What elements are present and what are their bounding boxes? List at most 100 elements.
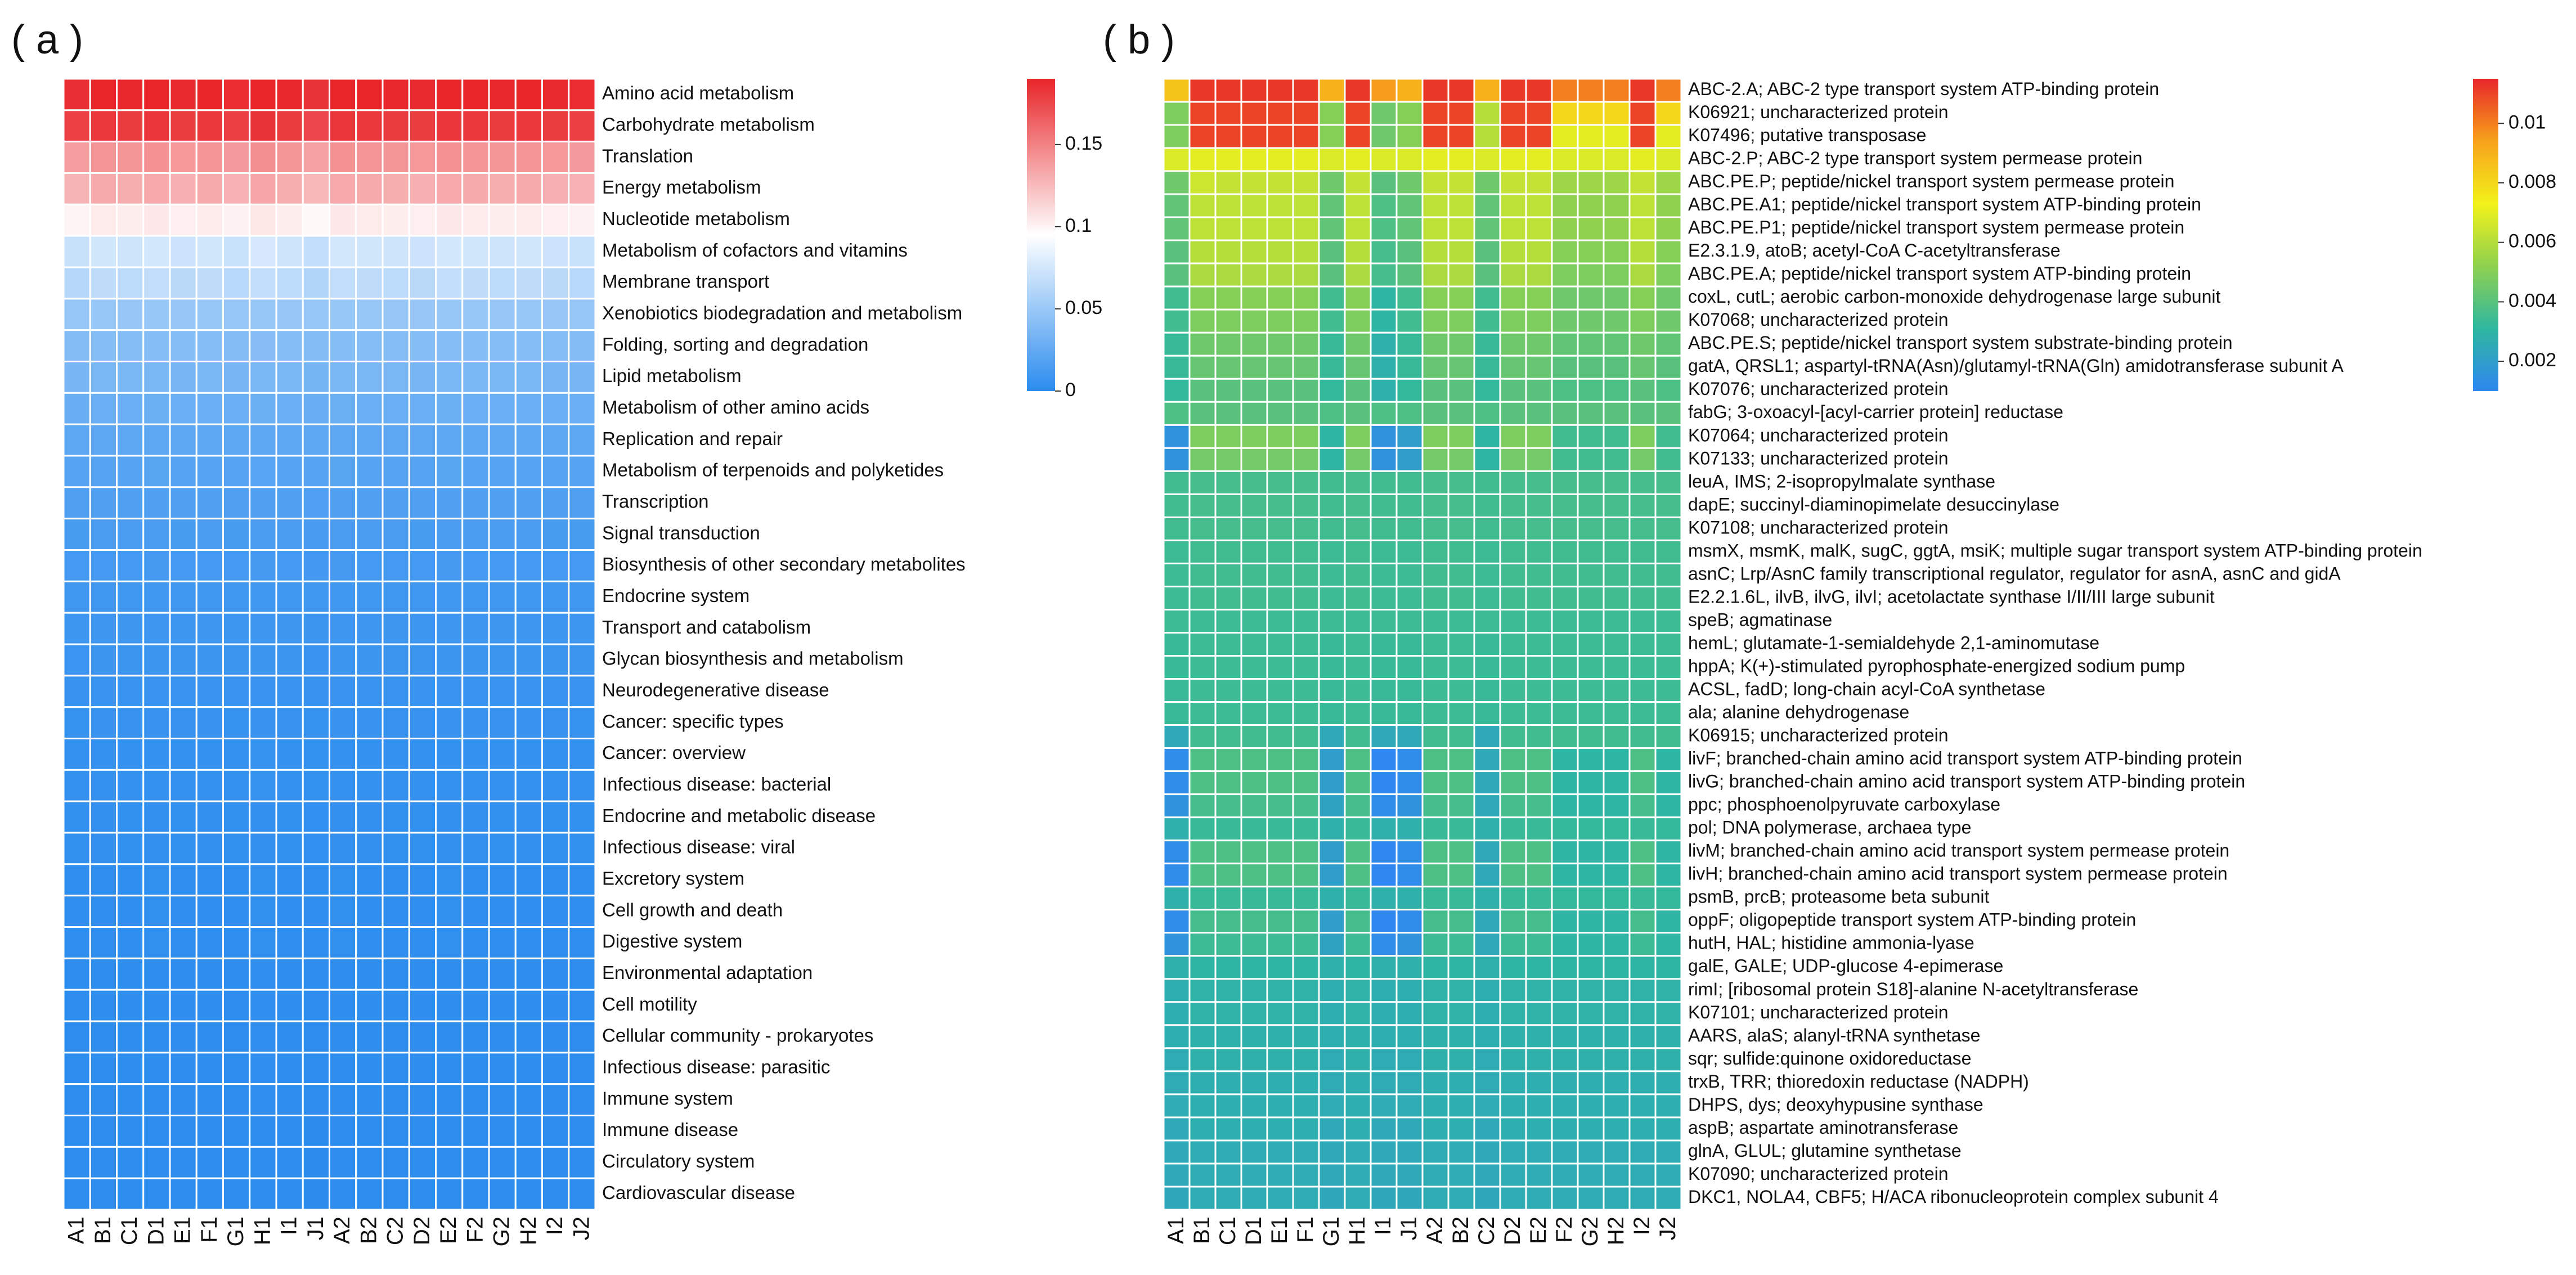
heat-cell bbox=[1266, 562, 1294, 587]
heat-cell bbox=[435, 266, 464, 300]
heat-cell bbox=[1240, 978, 1268, 1003]
heat-cell bbox=[116, 1115, 145, 1148]
heat-cell bbox=[1370, 747, 1398, 773]
heat-cell bbox=[461, 423, 490, 457]
heat-cell bbox=[355, 895, 384, 928]
heat-cell bbox=[1214, 955, 1242, 980]
heat-cell bbox=[1318, 493, 1346, 518]
heat-cell bbox=[1525, 770, 1553, 796]
heat-cell bbox=[195, 1052, 224, 1085]
heat-cell bbox=[1525, 147, 1553, 172]
heat-cell bbox=[1447, 78, 1475, 103]
heat-cell bbox=[222, 518, 251, 551]
heat-cell bbox=[1266, 1116, 1294, 1142]
heat-cell bbox=[541, 109, 570, 143]
heat-cell bbox=[1551, 816, 1579, 842]
heat-cell bbox=[169, 172, 198, 205]
heat-cell bbox=[1240, 863, 1268, 888]
heat-cell bbox=[355, 423, 384, 457]
heat-cell bbox=[1447, 285, 1475, 311]
heat-cell bbox=[488, 235, 517, 268]
column-label: C1 bbox=[1215, 1216, 1240, 1245]
heat-cell bbox=[435, 800, 464, 834]
heat-cell bbox=[1266, 401, 1294, 426]
heat-cell bbox=[541, 1052, 570, 1085]
heat-cell bbox=[195, 800, 224, 834]
heat-cell bbox=[1240, 1116, 1268, 1142]
heat-cell bbox=[382, 1177, 410, 1211]
heat-cell bbox=[1370, 147, 1398, 172]
heat-cell bbox=[1499, 193, 1527, 218]
heat-cell bbox=[1318, 909, 1346, 934]
heat-cell bbox=[1525, 193, 1553, 218]
heat-cell bbox=[1499, 724, 1527, 749]
heat-cell bbox=[1240, 585, 1268, 610]
heat-cell bbox=[1292, 932, 1320, 957]
heat-cell bbox=[1188, 147, 1217, 172]
heat-cell bbox=[249, 109, 277, 143]
heat-cell bbox=[1370, 493, 1398, 518]
heat-cell bbox=[382, 895, 410, 928]
colorbar-tick-label: 0.1 bbox=[1065, 215, 1092, 236]
heat-cell bbox=[1344, 470, 1372, 495]
heat-cell bbox=[195, 486, 224, 520]
heat-cell bbox=[1447, 1070, 1475, 1096]
heat-cell bbox=[1603, 239, 1631, 264]
heat-cell bbox=[169, 643, 198, 677]
heat-cell bbox=[1654, 562, 1682, 587]
heat-cell bbox=[116, 706, 145, 739]
heat-cell bbox=[461, 455, 490, 488]
heat-cell bbox=[1577, 678, 1605, 703]
heat-cell bbox=[1577, 1162, 1605, 1188]
heat-cell bbox=[1344, 124, 1372, 149]
heat-cell bbox=[1551, 562, 1579, 587]
heat-cell bbox=[1577, 978, 1605, 1003]
heat-cell bbox=[408, 1083, 437, 1116]
heat-cell bbox=[568, 78, 596, 111]
heat-cell bbox=[1628, 747, 1657, 773]
row-label: hppA; K(+)-stimulated pyrophosphate-ener… bbox=[1688, 656, 2185, 676]
heat-cell bbox=[329, 1146, 357, 1179]
heat-cell bbox=[222, 832, 251, 865]
heat-cell bbox=[1654, 354, 1682, 380]
heat-cell bbox=[1525, 262, 1553, 288]
heat-cell bbox=[142, 455, 171, 488]
heat-cell bbox=[541, 141, 570, 174]
heat-cell bbox=[1163, 955, 1191, 980]
heat-cell bbox=[89, 549, 118, 582]
heat-cell bbox=[1266, 886, 1294, 911]
heat-cell bbox=[1499, 239, 1527, 264]
heat-cell bbox=[514, 706, 543, 739]
heat-cell bbox=[62, 1052, 91, 1085]
heat-cell bbox=[1499, 562, 1527, 587]
heat-cell bbox=[1499, 1162, 1527, 1188]
heat-cell bbox=[1240, 378, 1268, 403]
heat-cell bbox=[142, 361, 171, 394]
heat-cell bbox=[1525, 909, 1553, 934]
heat-cell bbox=[1603, 701, 1631, 726]
heat-cell bbox=[1240, 401, 1268, 426]
heat-cell bbox=[568, 738, 596, 771]
heat-cell bbox=[1499, 516, 1527, 541]
heat-cell bbox=[1240, 839, 1268, 865]
heat-cell bbox=[302, 141, 330, 174]
heat-cell bbox=[1163, 1070, 1191, 1096]
heat-cell bbox=[1188, 1186, 1217, 1211]
heat-cell bbox=[541, 1177, 570, 1211]
heat-cell bbox=[1395, 516, 1424, 541]
heat-cell bbox=[1214, 1116, 1242, 1142]
heat-cell bbox=[1551, 354, 1579, 380]
heat-cell bbox=[1344, 401, 1372, 426]
heat-cell bbox=[329, 895, 357, 928]
heat-cell bbox=[1603, 932, 1631, 957]
column-label: F1 bbox=[1293, 1216, 1318, 1243]
heat-cell bbox=[1266, 308, 1294, 334]
heat-cell bbox=[1603, 1116, 1631, 1142]
heat-cell bbox=[1628, 1116, 1657, 1142]
heat-cell bbox=[1240, 955, 1268, 980]
row-label: hutH, HAL; histidine ammonia-lyase bbox=[1688, 933, 1974, 953]
heat-cell bbox=[1318, 308, 1346, 334]
heat-cell bbox=[1447, 1186, 1475, 1211]
heat-cell bbox=[1370, 401, 1398, 426]
heat-cell bbox=[222, 863, 251, 897]
